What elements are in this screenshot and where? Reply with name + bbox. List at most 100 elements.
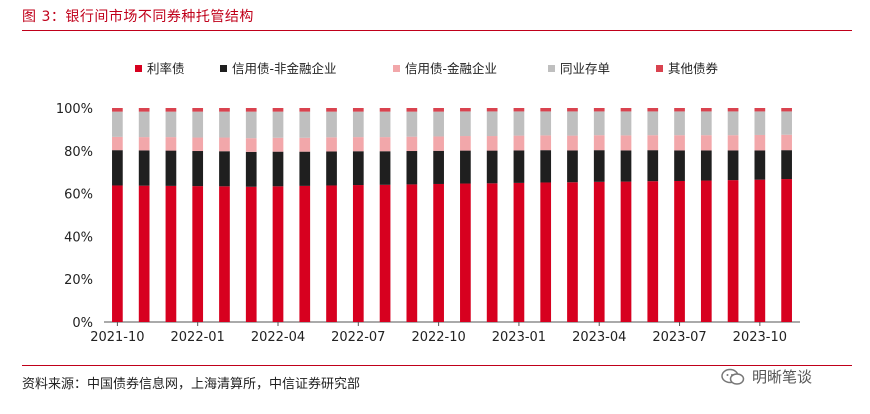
bar-segment [567, 111, 578, 136]
y-tick-label: 40% [64, 230, 93, 245]
bar-segment [112, 108, 123, 112]
bar-segment [192, 151, 204, 187]
bar-segment [379, 184, 391, 322]
bar-segment [406, 108, 418, 112]
watermark-text: 明晰笔谈 [752, 368, 813, 386]
bar-segment [138, 137, 150, 151]
bar-segment [192, 137, 204, 152]
x-tick-label: 2022-01 [171, 330, 225, 345]
bar-segment [727, 135, 739, 151]
bar-segment [754, 179, 766, 322]
bar-segment [112, 185, 123, 322]
y-tick-label: 60% [64, 188, 93, 203]
bar-segment [245, 151, 257, 187]
bar-segment [272, 137, 284, 152]
bar-segment [138, 108, 150, 112]
bar-segment [567, 108, 578, 112]
bar-segment [192, 186, 204, 322]
bar-segment [727, 150, 739, 181]
legend-label: 信用债-金融企业 [405, 61, 497, 76]
bar-segment [352, 111, 364, 138]
x-tick-label: 2021-10 [90, 330, 144, 345]
bar-segment [460, 136, 471, 151]
bar-segment [567, 135, 578, 151]
source-note: 资料来源：中国债券信息网，上海清算所，中信证券研究部 [22, 377, 361, 392]
bar-segment [272, 108, 284, 112]
bar-segment [647, 108, 659, 112]
bar-segment [433, 111, 444, 137]
bar-segment [299, 151, 311, 186]
bar-segment [352, 108, 364, 112]
bar-segment [620, 111, 632, 136]
bar-segment [406, 136, 418, 152]
bar-segment [352, 137, 364, 152]
bar-segment [326, 111, 337, 138]
chart-axes: 0% 20% 40% 60% 80% 100% 2021-10 2022-01 2022-04 2… [56, 102, 800, 345]
bar-segment [245, 186, 257, 322]
x-tick-label: 2022-10 [411, 330, 465, 345]
bar-segment [165, 137, 177, 151]
bar-segment [219, 186, 230, 322]
bar-segment [165, 185, 177, 322]
bar-segment [245, 138, 257, 152]
bar-segment [674, 111, 685, 136]
bar-segment [513, 150, 525, 183]
legend-swatch [220, 65, 227, 72]
bar-segment [272, 186, 284, 322]
bar-segment [299, 137, 311, 152]
bar-segment [754, 108, 766, 112]
x-tick-label: 2023-10 [733, 330, 787, 345]
bar-segment [406, 184, 418, 322]
bar-segment [379, 108, 391, 112]
bar-segment [219, 108, 230, 112]
bar-segment [593, 111, 605, 136]
bar-segment [326, 151, 337, 186]
bar-segment [674, 108, 685, 112]
bar-segment [486, 150, 498, 184]
bar-segment [727, 111, 739, 136]
bar-segment [460, 111, 471, 137]
chart-legend: 利率债 信用债-非金融企业 信用债-金融企业 同业存单 其他债券 [135, 61, 719, 76]
bar-segment [352, 185, 364, 322]
bar-segment [245, 111, 257, 139]
bar-segment [379, 111, 391, 138]
bar-segment [513, 182, 525, 322]
bar-segment [647, 181, 659, 322]
bar-segment [165, 150, 177, 186]
bar-segment [326, 108, 337, 112]
legend-label: 利率债 [147, 61, 185, 76]
x-tick-label: 2022-04 [251, 330, 305, 345]
bar-segment [460, 108, 471, 112]
y-tick-label: 80% [64, 145, 93, 160]
legend-swatch [393, 65, 400, 72]
bar-segment [593, 150, 605, 182]
bar-segment [433, 150, 444, 184]
bar-segment [486, 111, 498, 137]
bar-segment [486, 136, 498, 151]
bar-segment [513, 111, 525, 136]
bar-segment [647, 135, 659, 151]
bar-segment [727, 180, 739, 322]
bar-segment [299, 185, 311, 322]
bar-segment [326, 185, 337, 322]
bar-segment [219, 137, 230, 152]
watermark: 明晰笔谈 [720, 366, 812, 387]
bar-segment [299, 108, 311, 112]
bar-segment [700, 135, 712, 151]
bar-segment [138, 150, 150, 186]
bar-segment [272, 111, 284, 138]
bar-segment [219, 111, 230, 138]
bar-segment [460, 183, 471, 322]
bar-segment [486, 183, 498, 322]
x-tick-label: 2023-04 [572, 330, 626, 345]
bar-segment [754, 150, 766, 180]
title-divider [22, 30, 852, 31]
bar-segment [406, 151, 418, 185]
bar-segment [700, 111, 712, 136]
bar-segment [540, 111, 552, 136]
bar-segment [433, 136, 444, 151]
bar-segment [700, 180, 712, 322]
bar-segment [674, 135, 685, 151]
bar-segment [781, 179, 792, 322]
legend-swatch [548, 65, 555, 72]
